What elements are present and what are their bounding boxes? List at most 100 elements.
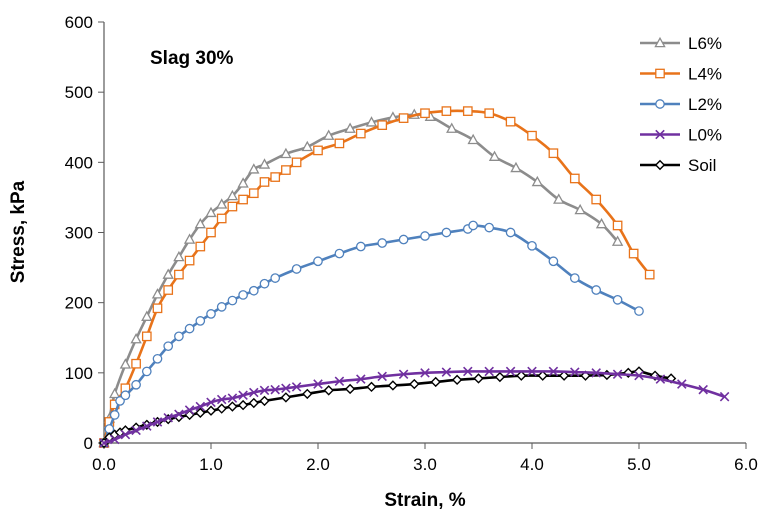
data-point — [398, 369, 409, 380]
data-point — [152, 417, 163, 427]
legend-label: L2% — [688, 95, 722, 114]
data-point — [227, 401, 238, 412]
x-tick-label: 3.0 — [413, 455, 437, 474]
legend-label: L0% — [688, 126, 722, 145]
legend-marker — [654, 159, 666, 171]
legend-item: L0% — [640, 126, 722, 145]
data-point — [527, 130, 537, 141]
data-point — [553, 193, 565, 204]
y-tick-label: 500 — [65, 83, 93, 102]
data-point — [623, 367, 634, 379]
series-l2pct — [99, 220, 644, 448]
data-point — [698, 384, 708, 395]
data-point — [216, 403, 227, 414]
data-point — [612, 295, 623, 305]
data-point — [163, 412, 173, 423]
data-point — [195, 407, 206, 419]
data-point — [494, 371, 506, 383]
y-tick-label: 100 — [65, 364, 93, 383]
data-point — [248, 397, 259, 409]
series-line — [102, 224, 640, 444]
data-point — [281, 165, 291, 175]
data-point — [655, 374, 666, 384]
data-point — [183, 233, 196, 244]
legend-marker — [654, 36, 666, 48]
data-point — [505, 366, 516, 377]
data-point — [109, 434, 120, 445]
data-point — [130, 333, 142, 344]
legend-label: L6% — [688, 34, 722, 53]
data-point — [634, 370, 644, 381]
data-point — [516, 370, 527, 381]
data-point — [99, 438, 109, 448]
data-point — [248, 163, 260, 174]
data-point — [173, 250, 185, 262]
data-point — [634, 306, 644, 316]
data-point — [184, 405, 195, 415]
data-point — [259, 177, 270, 187]
data-point — [574, 203, 586, 215]
series-line — [103, 370, 672, 444]
data-point — [366, 381, 377, 393]
data-point — [531, 175, 544, 187]
y-tick-label: 200 — [65, 294, 93, 313]
y-tick-label: 400 — [65, 153, 93, 172]
data-point — [301, 140, 313, 152]
legend-label: Soil — [688, 156, 716, 175]
data-point — [611, 235, 624, 246]
data-point — [194, 217, 206, 229]
data-point — [280, 147, 292, 159]
series-line — [102, 113, 619, 444]
data-point — [131, 379, 141, 390]
data-point — [356, 374, 366, 384]
data-point — [291, 382, 302, 392]
x-tick-label: 5.0 — [627, 455, 651, 474]
data-point — [628, 248, 639, 259]
data-point — [152, 353, 163, 364]
data-point — [323, 129, 335, 140]
legend-item: L2% — [640, 95, 722, 114]
data-point — [569, 173, 580, 184]
data-point — [313, 379, 323, 389]
data-point — [280, 392, 292, 403]
data-point — [420, 231, 430, 241]
y-tick-label: 600 — [65, 13, 93, 32]
data-point — [505, 227, 516, 238]
data-point — [377, 120, 388, 130]
data-point — [248, 188, 259, 199]
axes-group: 0 100 200 300 400 500 600 0.0 1.0 2.0 3.0 4.0 5.0 6.0 — [65, 13, 758, 474]
data-point — [420, 108, 430, 119]
data-point — [270, 273, 281, 283]
data-point — [313, 145, 323, 156]
data-point — [141, 310, 153, 321]
data-point — [152, 303, 163, 314]
legend-marker — [655, 68, 665, 79]
data-point — [377, 238, 388, 248]
legend-item: L4% — [640, 65, 722, 84]
data-point — [441, 367, 452, 377]
data-point — [119, 358, 132, 369]
data-point — [323, 385, 334, 396]
legend-item: Soil — [640, 156, 716, 175]
data-point — [163, 341, 174, 352]
data-point — [441, 106, 452, 116]
data-point — [420, 368, 430, 378]
data-point — [467, 133, 479, 145]
y-tick-label: 0 — [84, 434, 93, 453]
data-point — [677, 379, 687, 389]
series-l0pct — [99, 366, 730, 448]
data-point — [174, 331, 184, 342]
data-point — [216, 213, 227, 224]
data-point — [398, 234, 409, 245]
data-point — [174, 409, 184, 419]
data-point — [570, 367, 580, 377]
data-point — [237, 399, 249, 411]
data-point — [527, 240, 537, 251]
data-point — [548, 366, 559, 377]
data-point — [141, 366, 152, 377]
x-tick-label: 4.0 — [520, 455, 544, 474]
data-point — [238, 194, 248, 205]
data-point — [344, 383, 356, 395]
data-point — [162, 268, 174, 279]
data-point — [109, 410, 120, 420]
